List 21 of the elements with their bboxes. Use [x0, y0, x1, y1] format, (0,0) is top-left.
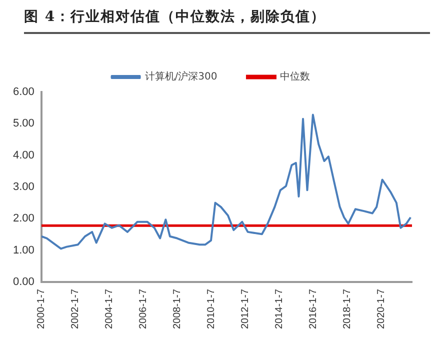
x-tick-label: 2000-1-7	[36, 288, 48, 329]
x-tick-label: 2018-1-7	[342, 288, 353, 329]
x-tick-label: 2002-1-7	[70, 288, 82, 329]
legend-label: 计算机/沪深300	[144, 70, 218, 83]
y-tick-label: 4.00	[12, 149, 34, 162]
y-tick-label: 0.00	[12, 276, 34, 288]
x-tick-label: 2004-1-7	[104, 288, 116, 329]
y-tick-label: 3.00	[12, 181, 34, 194]
y-tick-label: 6.00	[12, 86, 34, 98]
x-tick-label: 2012-1-7	[240, 288, 251, 329]
chart-title: 图 4：行业相对估值（中位数法，剔除负值）	[24, 8, 430, 34]
x-tick-label: 2014-1-7	[274, 288, 285, 329]
legend-label: 中位数	[280, 70, 310, 83]
y-tick-label: 1.00	[12, 244, 34, 256]
y-tick-label: 5.00	[12, 118, 34, 130]
x-tick-label: 2016-1-7	[308, 288, 319, 329]
y-tick-label: 2.00	[12, 212, 34, 225]
x-tick-label: 2020-1-7	[376, 288, 387, 329]
x-tick-label: 2010-1-7	[206, 288, 218, 329]
x-tick-label: 2006-1-7	[138, 288, 150, 329]
x-tick-label: 2008-1-7	[172, 288, 184, 329]
